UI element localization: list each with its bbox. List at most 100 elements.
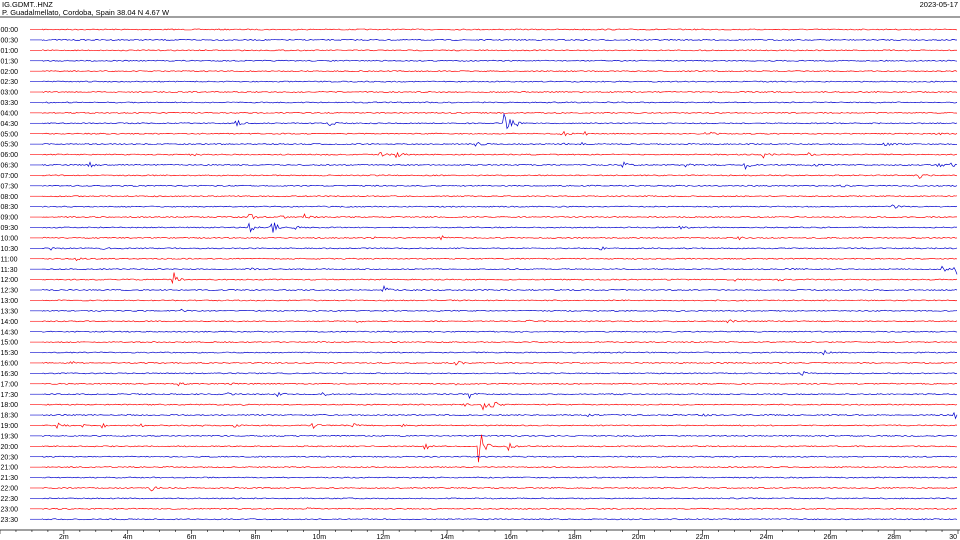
row-time-label: 00:30 <box>1 38 19 45</box>
row-time-label: 09:30 <box>1 225 19 232</box>
x-tick-label: 10m <box>313 534 327 540</box>
row-time-label: 15:30 <box>1 350 19 357</box>
trace-row-0130 <box>41 59 958 62</box>
row-time-label: 01:30 <box>1 58 19 65</box>
trace-row-1930 <box>41 434 958 437</box>
row-time-label: 15:00 <box>1 340 19 347</box>
trace-row-1300 <box>41 299 958 302</box>
x-tick-label: 2m <box>59 534 69 540</box>
trace-row-0730 <box>41 184 958 188</box>
row-time-label: 12:30 <box>1 288 19 295</box>
trace-row-1030 <box>41 246 958 251</box>
trace-row-0900 <box>41 213 958 220</box>
trace-row-1430 <box>41 330 958 333</box>
trace-row-1130 <box>41 265 958 275</box>
x-tick-label: 12m <box>376 534 390 540</box>
row-time-label: 04:00 <box>1 110 19 117</box>
row-time-label: 18:30 <box>1 413 19 420</box>
row-time-label: 10:30 <box>1 246 19 253</box>
trace-row-1600 <box>41 360 958 366</box>
trace-row-2000 <box>41 434 958 463</box>
trace-group <box>30 28 958 521</box>
trace-row-0700 <box>41 174 958 179</box>
x-tick-label: 20m <box>632 534 646 540</box>
row-time-label: 05:00 <box>1 131 19 138</box>
row-time-label: 11:00 <box>1 256 18 263</box>
trace-row-0530 <box>41 141 958 147</box>
row-time-label: 10:00 <box>1 236 19 243</box>
trace-row-0030 <box>41 38 958 41</box>
row-time-label: 12:00 <box>1 277 19 284</box>
x-tick-label: 30 <box>949 534 957 540</box>
row-time-label: 22:30 <box>1 496 19 503</box>
row-time-label: 03:30 <box>1 100 19 107</box>
trace-row-2130 <box>41 476 958 479</box>
trace-row-1800 <box>41 401 958 411</box>
row-time-label: 02:30 <box>1 79 19 86</box>
row-time-label: 05:30 <box>1 142 19 149</box>
trace-row-0500 <box>41 130 958 137</box>
station-location: P. Guadalmellato, Cordoba, Spain 38.04 N… <box>2 8 170 17</box>
trace-row-1530 <box>41 349 958 356</box>
x-tick-label: 6m <box>187 534 197 540</box>
trace-row-1500 <box>41 341 958 344</box>
trace-row-0200 <box>41 70 958 73</box>
row-time-label: 06:30 <box>1 163 19 170</box>
trace-row-0330 <box>41 101 958 104</box>
row-time-label: 19:30 <box>1 433 19 440</box>
row-time-label: 14:00 <box>1 319 19 326</box>
trace-row-2300 <box>41 507 958 510</box>
row-time-label: 09:00 <box>1 215 19 222</box>
row-time-label: 14:30 <box>1 329 19 336</box>
x-tick-label: 26m <box>823 534 837 540</box>
x-tick-label: 14m <box>440 534 454 540</box>
x-tick-label: 18m <box>568 534 582 540</box>
row-time-label: 04:30 <box>1 121 19 128</box>
trace-row-2330 <box>41 518 958 521</box>
row-time-label: 20:30 <box>1 454 19 461</box>
row-time-label: 07:00 <box>1 173 19 180</box>
trace-row-0830 <box>41 204 958 209</box>
row-time-label: 23:30 <box>1 517 19 524</box>
row-time-label: 01:00 <box>1 48 19 55</box>
station-code: IG.GDMT..HNZ <box>2 0 53 9</box>
x-tick-label: 22m <box>696 534 710 540</box>
trace-row-0600 <box>41 151 958 159</box>
row-time-label: 08:30 <box>1 204 19 211</box>
row-time-label: 17:00 <box>1 381 19 388</box>
trace-row-1330 <box>41 308 958 312</box>
row-time-label: 00:00 <box>1 27 19 34</box>
trace-row-2100 <box>41 466 958 469</box>
trace-row-0400 <box>41 111 958 114</box>
row-time-label: 16:00 <box>1 361 19 368</box>
row-time-label: 06:00 <box>1 152 19 159</box>
trace-row-1830 <box>41 411 958 420</box>
trace-row-1900 <box>41 422 958 430</box>
trace-row-0100 <box>41 49 958 52</box>
row-time-label: 23:00 <box>1 506 19 513</box>
row-time-label: 08:00 <box>1 194 19 201</box>
trace-row-0230 <box>41 80 958 83</box>
row-time-label: 03:00 <box>1 90 19 97</box>
trace-row-1100 <box>41 257 958 262</box>
row-label-group: 00:00 00:30 01:00 01:30 02:00 02:30 03:00 03:30… <box>1 27 19 524</box>
row-time-label: 11:30 <box>1 267 18 274</box>
trace-row-1630 <box>41 370 958 376</box>
trace-row-2200 <box>42 486 958 492</box>
trace-row-1400 <box>41 319 958 324</box>
trace-row-0300 <box>41 91 958 93</box>
trace-row-0930 <box>41 222 958 233</box>
trace-row-1700 <box>41 382 958 387</box>
x-tick-label: 4m <box>123 534 133 540</box>
trace-row-0630 <box>41 161 958 171</box>
trace-row-1730 <box>41 391 958 400</box>
x-tick-label: 24m <box>760 534 774 540</box>
trace-row-2030 <box>41 455 958 458</box>
chart-date: 2023-05-17 <box>919 0 958 9</box>
trace-row-0430 <box>41 112 958 130</box>
row-time-label: 18:00 <box>1 402 19 409</box>
row-time-label: 07:30 <box>1 183 19 190</box>
trace-row-1230 <box>41 284 958 292</box>
row-time-label: 21:00 <box>1 465 19 472</box>
